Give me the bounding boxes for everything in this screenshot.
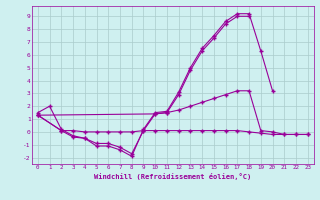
X-axis label: Windchill (Refroidissement éolien,°C): Windchill (Refroidissement éolien,°C) bbox=[94, 173, 252, 180]
